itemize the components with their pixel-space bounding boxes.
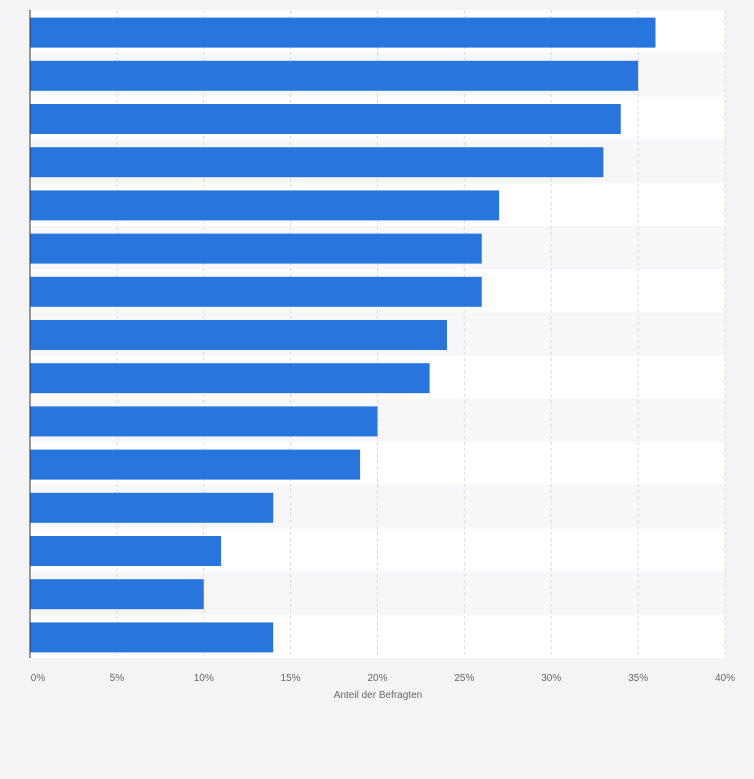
x-tick-label: 0% <box>31 673 46 684</box>
bar <box>30 579 204 610</box>
bar <box>30 449 361 480</box>
bar <box>30 104 621 134</box>
x-tick-label: 30% <box>541 673 561 684</box>
x-tick-label: 25% <box>454 673 474 684</box>
x-tick-label: 35% <box>628 673 648 684</box>
bar <box>30 17 656 48</box>
bar <box>30 276 482 307</box>
bar <box>30 147 604 178</box>
x-axis-title: Anteil der Befragten <box>334 690 422 701</box>
bar <box>30 622 274 653</box>
bar <box>30 492 274 523</box>
bar <box>30 233 482 264</box>
bar <box>30 60 639 91</box>
x-tick-label: 20% <box>367 673 387 684</box>
bar <box>30 363 430 394</box>
x-tick-labels: 0% 5% 10% 15% 20% 25% 30% 35% 40% <box>31 673 735 684</box>
bar <box>30 320 447 350</box>
bar <box>30 536 222 566</box>
x-tick-label: 40% <box>715 673 735 684</box>
bar <box>30 406 378 437</box>
bar <box>30 190 500 221</box>
x-tick-label: 10% <box>194 673 214 684</box>
bars <box>30 17 656 653</box>
x-tick-label: 15% <box>281 673 301 684</box>
x-tick-label: 5% <box>110 673 125 684</box>
